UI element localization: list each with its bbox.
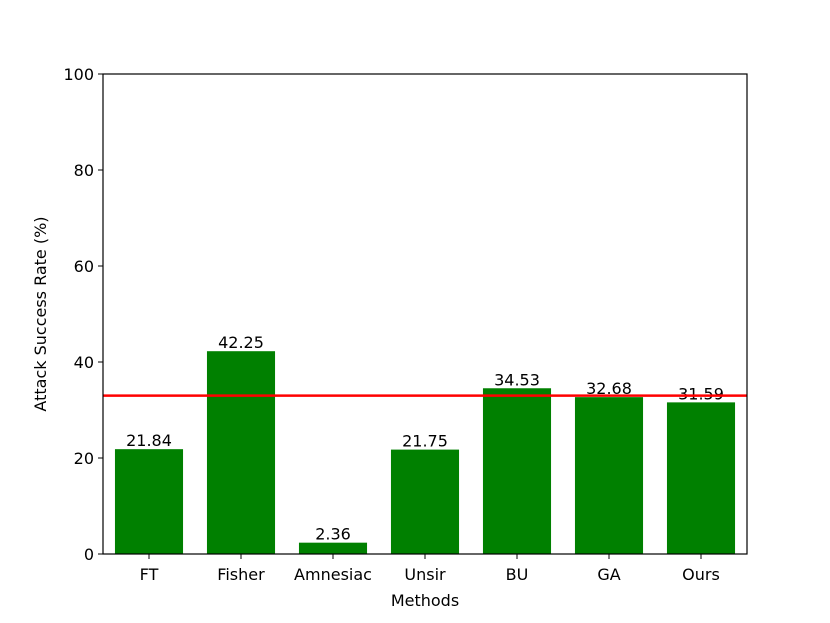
y-tick-label: 0: [84, 545, 94, 564]
bar: [390, 449, 460, 554]
value-label: 34.53: [494, 370, 540, 389]
y-tick-label: 100: [63, 65, 94, 84]
x-tick-label: Amnesiac: [294, 565, 372, 584]
bar: [114, 449, 184, 554]
bar: [666, 402, 736, 554]
y-tick-label: 40: [74, 353, 94, 372]
value-label: 31.59: [678, 384, 724, 403]
y-tick-label: 80: [74, 161, 94, 180]
plot-frame: [102, 73, 748, 555]
bar: [206, 351, 276, 554]
x-tick-label: GA: [597, 565, 620, 584]
value-label: 21.75: [402, 432, 448, 451]
x-tick-label: FT: [140, 565, 159, 584]
y-tick-label: 20: [74, 449, 94, 468]
value-label: 32.68: [586, 379, 632, 398]
bar: [574, 397, 644, 554]
x-axis-label: Methods: [391, 591, 459, 610]
x-tick-label: Ours: [682, 565, 720, 584]
value-label: 21.84: [126, 431, 172, 450]
y-tick-label: 60: [74, 257, 94, 276]
x-tick-label: BU: [506, 565, 529, 584]
value-label: 2.36: [315, 525, 351, 544]
y-axis-label: Attack Success Rate (%): [31, 216, 50, 411]
x-tick-label: Fisher: [217, 565, 265, 584]
bar: [298, 542, 368, 554]
x-tick-label: Unsir: [404, 565, 446, 584]
bar: [482, 388, 552, 554]
value-label: 42.25: [218, 333, 264, 352]
